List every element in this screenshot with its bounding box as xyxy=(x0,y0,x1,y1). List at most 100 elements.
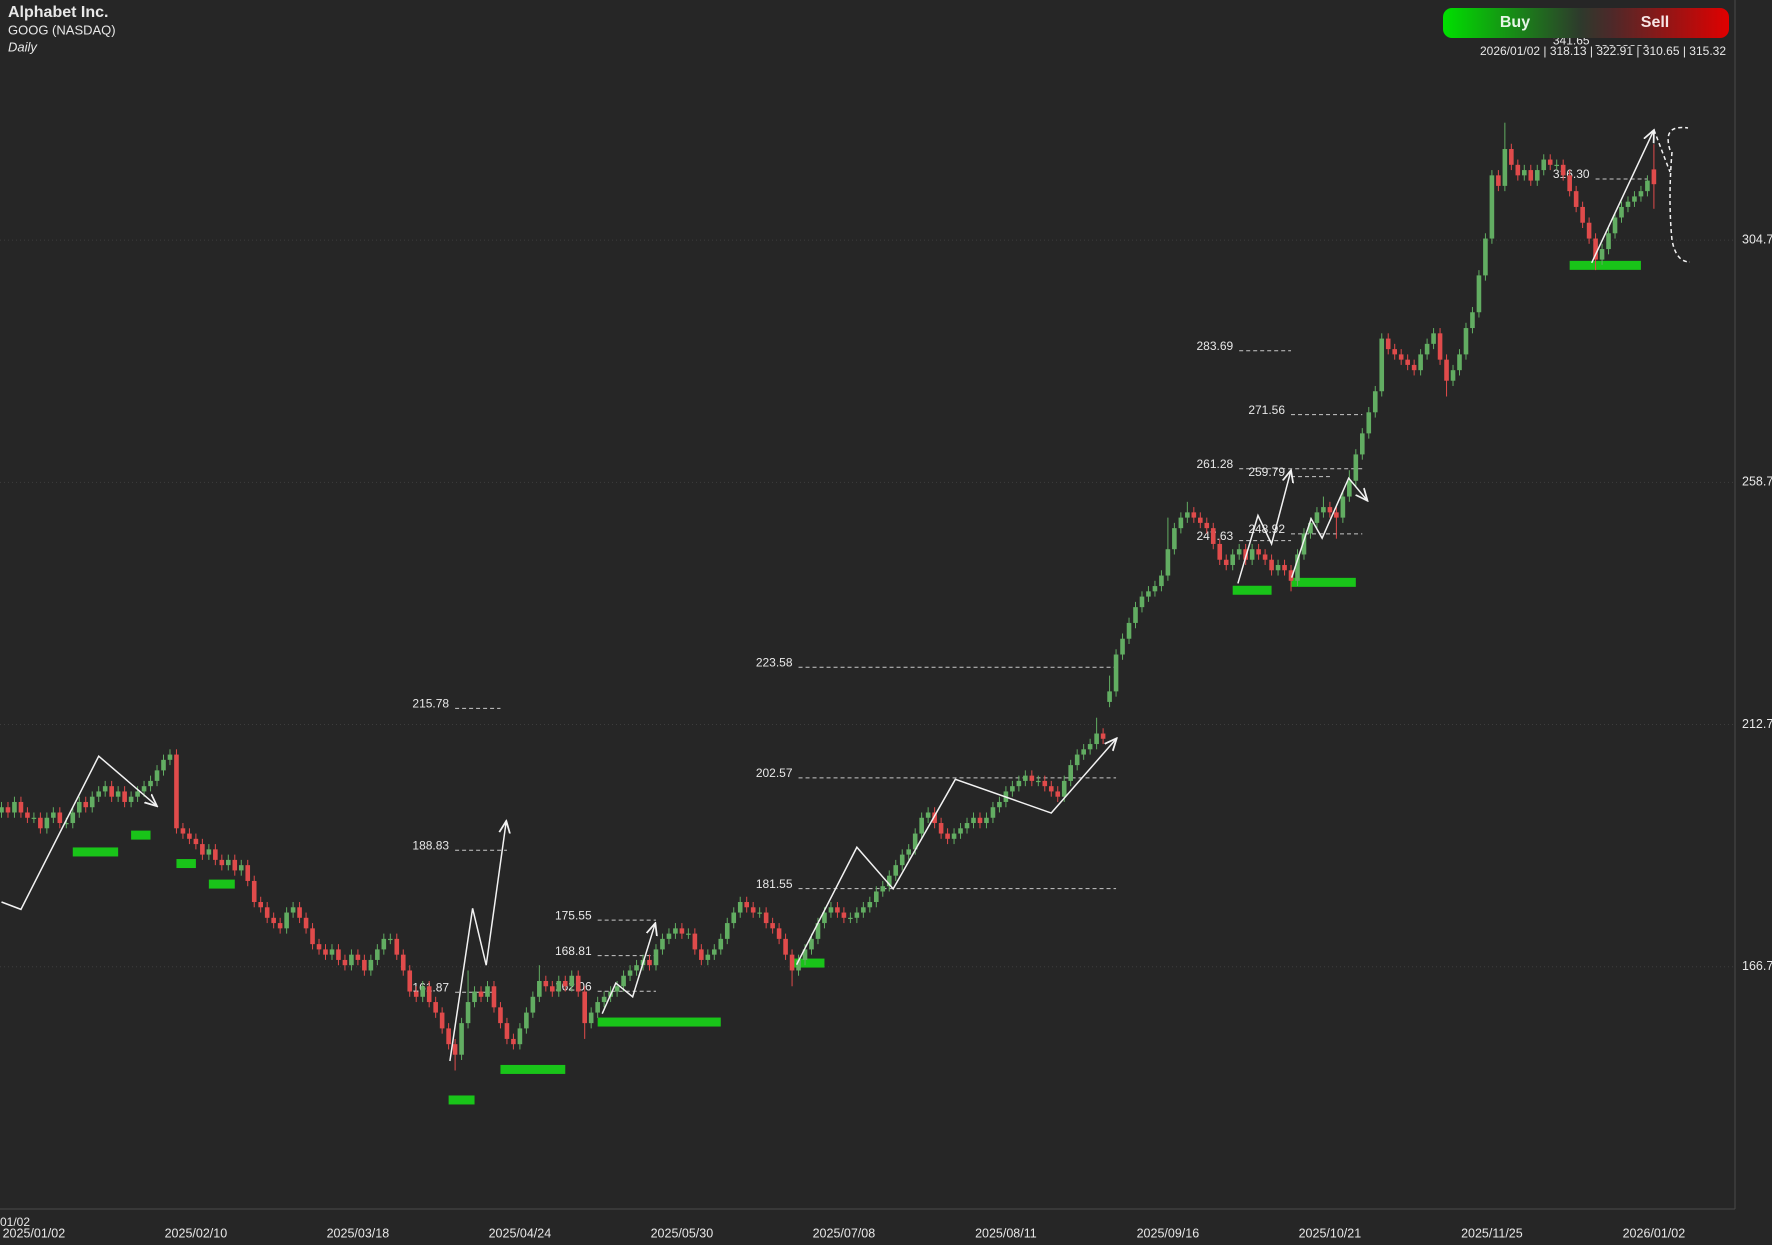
candle-body xyxy=(1353,454,1359,481)
candle-body xyxy=(297,907,302,918)
candle-body xyxy=(880,886,886,892)
candle-body xyxy=(368,959,374,971)
candle-body xyxy=(984,817,989,824)
candle-body xyxy=(912,833,918,850)
candle-body xyxy=(1645,180,1650,192)
candle-body xyxy=(498,1007,503,1024)
candle-body xyxy=(1340,496,1346,518)
candle-body xyxy=(614,986,620,992)
candle-body xyxy=(699,949,704,960)
candle-body xyxy=(1476,275,1482,313)
candle-body xyxy=(550,986,555,992)
candle-body xyxy=(89,796,95,808)
candle-body xyxy=(1560,164,1566,176)
x-tick-label: 2025/09/16 xyxy=(1137,1226,1200,1240)
candle-body xyxy=(854,912,860,918)
candle-body xyxy=(770,923,775,929)
candle-body xyxy=(1463,328,1469,355)
swing-layer xyxy=(1,130,1654,1062)
candle-body xyxy=(517,1028,523,1045)
candle-body xyxy=(381,938,387,950)
support-zone xyxy=(1291,577,1356,587)
candle-body xyxy=(1061,780,1067,797)
candle-body xyxy=(679,928,685,934)
candle-body xyxy=(219,859,225,866)
candle-body xyxy=(472,991,477,1003)
candle-body xyxy=(1308,522,1313,534)
candle-body xyxy=(958,828,963,834)
candle-body xyxy=(543,980,549,987)
candle-body xyxy=(621,975,626,987)
candle-body xyxy=(446,1028,451,1045)
edge-date-label: 01/02 xyxy=(0,1215,30,1229)
candle-body xyxy=(128,796,134,802)
candle-body xyxy=(1295,554,1300,581)
level-label: 259.79 xyxy=(1248,465,1285,479)
interval-label: Daily xyxy=(8,39,38,54)
y-tick-label: 212.7 xyxy=(1742,717,1772,731)
candle-body xyxy=(1515,164,1521,176)
candle-body xyxy=(1411,364,1417,371)
candle-body xyxy=(1191,512,1197,518)
swing-path xyxy=(1591,130,1654,264)
candle-body xyxy=(575,975,581,992)
candle-body xyxy=(1126,622,1132,639)
candle-body xyxy=(1036,780,1041,783)
candle-body xyxy=(1288,570,1294,581)
candle-body xyxy=(1087,744,1093,750)
candle-body xyxy=(355,954,361,960)
candle-body xyxy=(1133,607,1138,623)
candle-body xyxy=(1444,359,1449,381)
candle-body xyxy=(1366,412,1372,434)
buy-button[interactable]: Buy xyxy=(1500,14,1530,31)
candle-body xyxy=(485,986,490,997)
candle-body xyxy=(504,1023,510,1039)
zone-layer xyxy=(72,260,1641,1105)
candle-body xyxy=(1437,333,1443,360)
candle-body xyxy=(400,954,406,971)
candle-body xyxy=(899,854,905,866)
candle-body xyxy=(1120,638,1125,655)
candle-body xyxy=(193,838,199,845)
candle-body xyxy=(705,954,711,960)
candle-body xyxy=(206,849,212,855)
candle-body xyxy=(1554,164,1559,167)
level-label: 271.56 xyxy=(1248,403,1285,417)
candle-body xyxy=(96,791,101,797)
chart-subtitle: GOOG (NASDAQ) xyxy=(8,22,116,37)
candle-body xyxy=(1269,559,1274,571)
candle-body xyxy=(1204,522,1210,529)
support-zone xyxy=(176,859,196,869)
level-label: 223.58 xyxy=(756,655,793,669)
candle-body xyxy=(556,980,562,992)
support-zone xyxy=(597,1017,721,1027)
candle-body xyxy=(1418,354,1423,371)
candle-body xyxy=(666,933,672,939)
candle-body xyxy=(238,865,244,871)
candle-body xyxy=(109,786,114,797)
sell-button[interactable]: Sell xyxy=(1641,14,1669,31)
candle-body xyxy=(251,880,257,903)
candle-body xyxy=(38,817,43,829)
candle-body xyxy=(70,812,76,824)
candle-body xyxy=(660,938,665,950)
candle-body xyxy=(290,907,296,913)
candle-body xyxy=(284,912,289,929)
x-tick-label: 2025/03/18 xyxy=(327,1226,390,1240)
chart-title: Alphabet Inc. xyxy=(8,4,108,21)
candle-body xyxy=(226,859,231,866)
candle-body xyxy=(932,812,937,824)
candle-body xyxy=(997,801,1002,808)
candle-body xyxy=(1055,791,1061,797)
candle-body xyxy=(232,859,238,871)
candle-body xyxy=(135,791,140,797)
candle-body xyxy=(64,823,69,825)
candle-body xyxy=(413,991,419,997)
candle-body xyxy=(31,817,37,819)
candle-body xyxy=(588,1012,594,1024)
candle-body xyxy=(1256,549,1261,555)
candle-body xyxy=(433,1002,438,1013)
candle-body xyxy=(595,1002,600,1013)
